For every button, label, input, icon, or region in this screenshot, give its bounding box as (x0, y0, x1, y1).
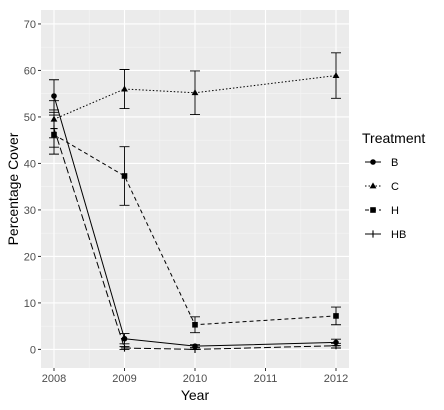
y-axis: 0 10 20 30 40 50 60 70 (24, 19, 41, 356)
legend-label: H (391, 205, 399, 217)
data-point-hb (120, 344, 129, 352)
y-tick-label: 70 (24, 19, 36, 31)
legend-key-marker (370, 159, 376, 165)
data-point-h (121, 173, 128, 179)
legend-key-marker (369, 182, 377, 189)
y-tick-label: 50 (24, 112, 36, 124)
legend-key-marker (369, 230, 377, 238)
legend-item-h: H (365, 205, 399, 217)
x-tick-label: 2010 (183, 373, 207, 385)
series-layer (49, 52, 341, 354)
series-line-h (53, 134, 337, 326)
x-axis: 2008 2009 2010 2011 2012 (42, 368, 348, 385)
y-tick-label: 20 (24, 251, 36, 263)
legend-key-marker (370, 207, 376, 213)
data-point-b (121, 335, 128, 342)
data-point-h (333, 313, 339, 319)
y-tick-label: 30 (24, 205, 36, 217)
legend-item-c: C (365, 181, 399, 193)
x-tick-label: 2011 (254, 373, 278, 385)
legend-item-b: B (365, 157, 398, 169)
data-point-hb (332, 342, 340, 350)
y-axis-title: Percentage Cover (5, 132, 21, 245)
y-tick-label: 10 (24, 298, 36, 310)
legend: Treatment BCH HB (362, 130, 425, 241)
data-point-c (191, 89, 199, 96)
x-axis-title: Year (181, 387, 210, 403)
legend-label: HB (391, 229, 406, 241)
series-line-b (53, 95, 337, 347)
data-point-hb (191, 345, 199, 354)
data-point-c (121, 85, 128, 92)
data-point-c (332, 71, 340, 78)
y-tick-label: 60 (24, 65, 36, 77)
legend-item-hb: HB (365, 229, 406, 241)
legend-title: Treatment (362, 130, 425, 146)
series-hb (49, 109, 341, 354)
data-point-h (192, 321, 198, 328)
x-tick-label: 2009 (112, 373, 136, 385)
series-line-hb (53, 128, 337, 350)
legend-label: B (391, 157, 398, 169)
data-point-b (51, 93, 57, 99)
x-tick-label: 2012 (324, 373, 348, 385)
x-tick-label: 2008 (42, 373, 66, 385)
y-tick-label: 40 (24, 158, 36, 170)
data-point-hb (50, 124, 58, 133)
y-tick-label: 0 (30, 344, 36, 356)
series-line-c (53, 75, 337, 120)
series-c (49, 52, 341, 139)
legend-label: C (391, 181, 399, 193)
